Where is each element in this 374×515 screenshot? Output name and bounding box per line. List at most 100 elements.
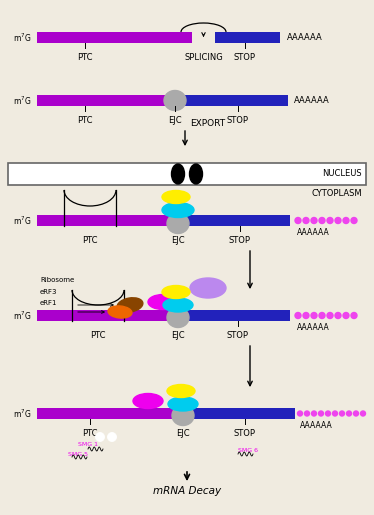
Text: AAAAAA: AAAAAA [297,323,330,332]
Bar [37,310,177,321]
Text: PTC: PTC [77,53,93,62]
Ellipse shape [190,164,202,184]
Bar [37,32,192,43]
Text: SMG 1: SMG 1 [78,442,98,448]
Ellipse shape [163,298,193,312]
Text: eRF1: eRF1 [40,300,58,306]
Text: Upf2: Upf2 [168,195,184,199]
Text: PTC: PTC [90,331,106,340]
Text: PTC: PTC [77,116,93,125]
Ellipse shape [167,307,189,328]
Text: m$^7$G: m$^7$G [13,214,31,227]
Text: AAAAAA: AAAAAA [294,96,330,105]
Ellipse shape [295,313,301,318]
Text: SMG 5: SMG 5 [68,452,88,456]
Ellipse shape [295,217,301,224]
Ellipse shape [325,411,331,416]
Ellipse shape [351,217,357,224]
Ellipse shape [167,214,189,233]
Text: P: P [111,435,113,439]
Ellipse shape [353,411,359,416]
Ellipse shape [162,285,190,299]
Text: STOP: STOP [234,53,256,62]
Text: AAAAAA: AAAAAA [300,421,333,430]
Ellipse shape [303,313,309,318]
Ellipse shape [319,411,324,416]
Ellipse shape [162,202,194,217]
Text: EJC: EJC [176,429,190,438]
Text: AAAAAA: AAAAAA [287,33,323,42]
Text: P: P [99,435,101,439]
Text: SMG1: SMG1 [198,282,218,286]
Text: PTC: PTC [82,429,98,438]
Bar [37,95,172,106]
Ellipse shape [95,433,104,441]
Text: eRF3: eRF3 [40,289,58,295]
Ellipse shape [335,217,341,224]
Text: STOP: STOP [229,236,251,245]
Ellipse shape [167,385,195,398]
Text: SPLICING: SPLICING [184,53,223,62]
Text: Upf1: Upf1 [140,399,156,403]
Ellipse shape [168,397,198,411]
Text: Upf2: Upf2 [173,388,189,393]
Ellipse shape [319,217,325,224]
Text: EJC: EJC [171,331,185,340]
Text: STOP: STOP [234,429,256,438]
Text: Upf1: Upf1 [155,300,171,304]
Ellipse shape [343,313,349,318]
Ellipse shape [340,411,344,416]
Text: EXPORT: EXPORT [190,118,225,128]
Text: SMG 6: SMG 6 [238,449,258,454]
Bar [8,163,366,185]
Ellipse shape [190,278,226,298]
Ellipse shape [107,433,116,441]
Ellipse shape [297,411,303,416]
Ellipse shape [162,191,190,203]
Ellipse shape [311,217,317,224]
Ellipse shape [335,313,341,318]
Ellipse shape [172,164,184,184]
Ellipse shape [303,217,309,224]
Text: STOP: STOP [227,331,249,340]
Ellipse shape [148,295,178,310]
Bar [215,32,280,43]
Text: EJC: EJC [171,236,185,245]
Bar [178,95,288,106]
Bar [37,215,177,226]
Ellipse shape [172,405,194,425]
Ellipse shape [327,313,333,318]
Text: mRNA Decay: mRNA Decay [153,486,221,496]
Text: m$^7$G: m$^7$G [13,31,31,44]
Bar [180,310,290,321]
Text: Upf2: Upf2 [168,289,184,295]
Ellipse shape [311,313,317,318]
Ellipse shape [312,411,316,416]
Bar [180,215,290,226]
Text: Kinase: Kinase [199,289,217,295]
Text: Upf3: Upf3 [170,208,186,213]
Ellipse shape [108,306,132,318]
Ellipse shape [351,313,357,318]
Ellipse shape [304,411,310,416]
Text: CYTOPLASM: CYTOPLASM [312,188,362,197]
Ellipse shape [332,411,337,416]
Text: EJC: EJC [168,116,182,125]
Text: m$^7$G: m$^7$G [13,310,31,322]
Text: m$^7$G: m$^7$G [13,407,31,420]
Ellipse shape [346,411,352,416]
Text: Upf3: Upf3 [170,302,186,307]
Bar [37,408,182,419]
Text: PTC: PTC [82,236,98,245]
Text: NUCLEUS: NUCLEUS [322,169,362,179]
Ellipse shape [361,411,365,416]
Ellipse shape [343,217,349,224]
Text: Upf3: Upf3 [175,402,191,406]
Text: Ribosome: Ribosome [40,277,74,283]
Text: STOP: STOP [227,116,249,125]
Ellipse shape [133,393,163,408]
Ellipse shape [117,298,143,312]
Text: m$^7$G: m$^7$G [13,94,31,107]
Text: AAAAAA: AAAAAA [297,228,330,237]
Ellipse shape [319,313,325,318]
